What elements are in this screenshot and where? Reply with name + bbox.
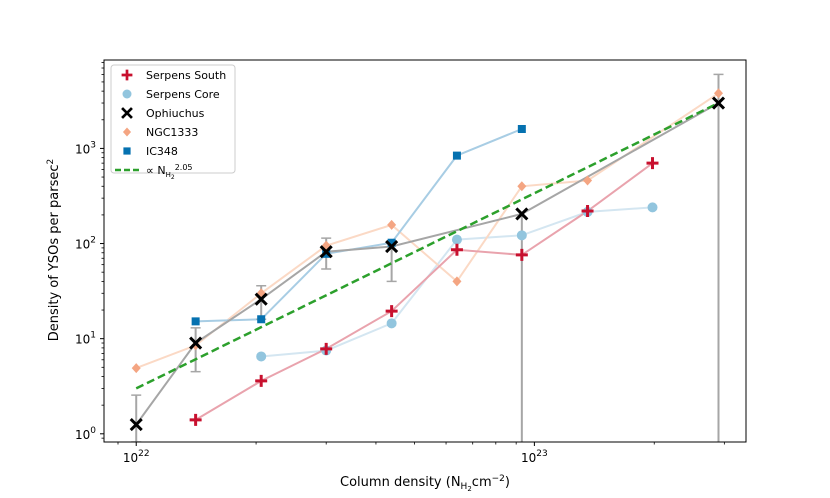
ophiuchus-point xyxy=(129,418,143,432)
serpens-south-point xyxy=(646,157,659,170)
legend-label-fit: ∝ NH22.05 xyxy=(146,163,193,181)
y-tick-label: 103 xyxy=(75,140,96,156)
serpens-south-point xyxy=(255,374,268,387)
axes-frame xyxy=(103,59,747,443)
power-law-fit-line xyxy=(135,101,720,390)
y-tick-label: 102 xyxy=(75,236,96,252)
legend: Serpens South Serpens Core Ophiuchus NGC133… xyxy=(110,64,236,181)
serpens-core-point xyxy=(647,202,658,213)
serpens-south-line xyxy=(195,162,654,421)
ophiuchus-point xyxy=(189,336,203,350)
ic348-point xyxy=(452,151,461,160)
legend-label-serpens-core: Serpens Core xyxy=(146,88,220,101)
serpens-south-point xyxy=(189,413,202,426)
ngc1333-point xyxy=(583,175,593,186)
ic348-point xyxy=(257,315,266,324)
serpens-south-point xyxy=(320,342,333,355)
legend-label-ophiuchus: Ophiuchus xyxy=(146,107,205,120)
serpens-core-point xyxy=(516,230,527,241)
ngc1333-point xyxy=(452,276,462,287)
ic348-point xyxy=(191,317,200,326)
x-tick-label: 1023 xyxy=(521,449,548,465)
serpens-south-point xyxy=(581,204,594,217)
ophiuchus-point xyxy=(385,239,399,254)
serpens-south-point xyxy=(385,305,398,318)
legend-label-ic348: IC348 xyxy=(146,145,178,158)
legend-box xyxy=(110,64,236,174)
legend-label-serpens-south: Serpens South xyxy=(146,69,226,82)
ngc1333-point xyxy=(131,363,141,374)
ophiuchus-point xyxy=(254,292,268,306)
ophiuchus-point xyxy=(515,207,529,221)
serpens-south-point xyxy=(450,243,463,256)
serpens-south-point xyxy=(515,248,528,261)
ngc1333-point xyxy=(713,88,723,99)
ophiuchus-legend-marker xyxy=(121,107,133,119)
serpens-core-point xyxy=(386,318,397,329)
ophiuchus-point xyxy=(711,96,726,110)
y-tick-label: 101 xyxy=(75,331,96,347)
ophiuchus-point xyxy=(319,245,333,259)
ic348-legend-marker xyxy=(123,147,131,155)
plot-area xyxy=(129,73,726,442)
ic348-point xyxy=(387,238,396,247)
serpens-core-point xyxy=(256,351,267,362)
serpens-core-legend-marker xyxy=(122,89,132,99)
serpens-core-point xyxy=(451,234,462,245)
ngc1333-legend-marker xyxy=(122,127,132,137)
ic348-point xyxy=(517,124,526,133)
y-tick-label: 100 xyxy=(75,426,96,442)
y-axis-label: Density of YSOs per parsec2 xyxy=(46,159,62,342)
serpens-south-legend-marker xyxy=(121,69,133,81)
ngc1333-point xyxy=(517,181,527,192)
legend-label-ngc1333: NGC1333 xyxy=(146,126,198,139)
x-tick-label: 1022 xyxy=(123,449,150,465)
x-axis-label: Column density (NH2cm−2) xyxy=(340,474,510,493)
ngc1333-point xyxy=(387,219,397,230)
